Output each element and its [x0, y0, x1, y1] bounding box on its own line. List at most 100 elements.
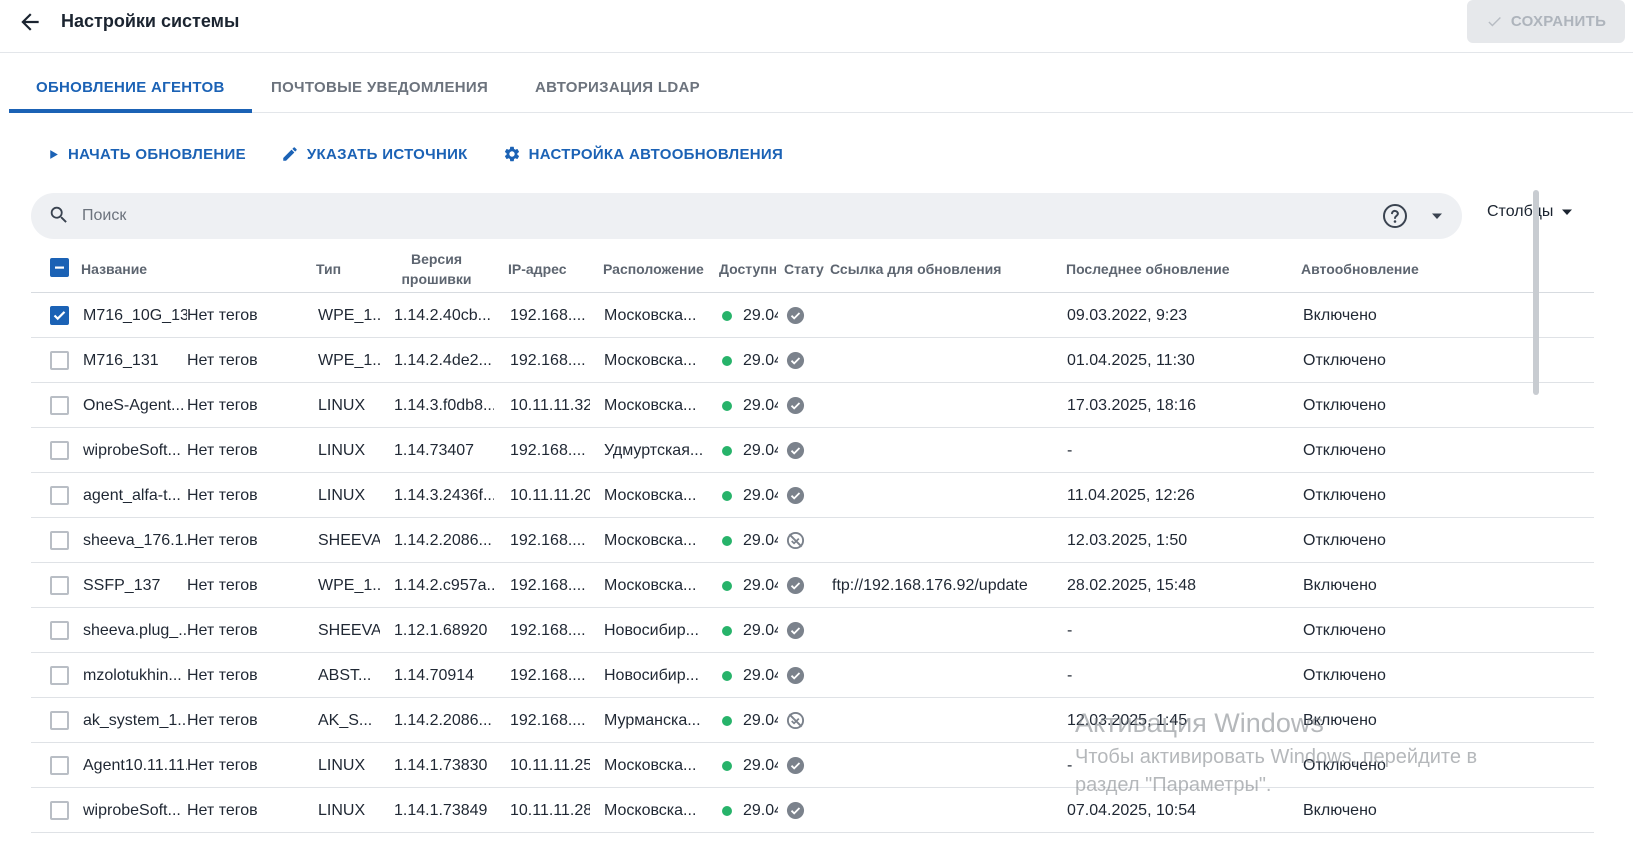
gear-icon [504, 146, 519, 162]
cell-availability: 29.04 [722, 698, 778, 743]
save-button-label: СОХРАНИТЬ [1510, 13, 1607, 30]
cell-type: SHEEVA [318, 531, 380, 549]
row-checkbox[interactable] [50, 621, 69, 640]
row-checkbox[interactable] [50, 306, 69, 325]
header-location[interactable]: Расположение [603, 261, 704, 277]
cell-status [786, 473, 826, 518]
cell-tags: Нет тегов [187, 666, 258, 684]
cell-ip: 192.168.... [510, 576, 586, 594]
header-name[interactable]: Название [81, 261, 148, 277]
availability-date: 29.04 [743, 441, 778, 459]
table-row[interactable]: SSFP_137 Нет тегов WPE_1... 1.14.2.c957a...… [31, 563, 1594, 608]
check-circle-icon [786, 666, 805, 685]
columns-dropdown[interactable]: Столбцы [1487, 203, 1573, 221]
row-checkbox[interactable] [50, 801, 69, 820]
tab-agent-update[interactable]: ОБНОВЛЕНИЕ АГЕНТОВ [9, 62, 252, 113]
cell-location: Московска... [604, 486, 697, 504]
cell-last-update: 07.04.2025, 10:54 [1067, 801, 1197, 819]
cell-status [786, 338, 826, 383]
cell-update-link [832, 788, 1052, 833]
header-status[interactable]: Статус [784, 261, 824, 277]
table-row[interactable]: M716_131 Нет тегов WPE_1... 1.14.2.4de2... 1… [31, 338, 1594, 383]
cell-auto-update: Отключено [1303, 396, 1386, 414]
cell-tags: Нет тегов [187, 801, 258, 819]
sync-disabled-icon [786, 531, 805, 550]
header-type[interactable]: Тип [316, 261, 342, 277]
cell-firmware: 1.14.1.73830 [394, 756, 488, 774]
availability-dot [722, 580, 732, 591]
header-last-update[interactable]: Последнее обновление [1066, 261, 1230, 277]
availability-dot [722, 445, 732, 456]
columns-label: Столбцы [1487, 203, 1554, 220]
cell-name: sheeva.plug_... [83, 621, 187, 639]
row-checkbox[interactable] [50, 756, 69, 775]
cell-tags: Нет тегов [187, 576, 258, 594]
cell-auto-update: Отключено [1303, 621, 1386, 639]
tab-ldap-auth[interactable]: АВТОРИЗАЦИЯ LDAP [535, 78, 700, 96]
cell-last-update: 12.03.2025, 1:45 [1067, 711, 1188, 729]
cell-status [786, 608, 826, 653]
cell-availability: 29.04 [722, 383, 778, 428]
row-checkbox[interactable] [50, 531, 69, 550]
table-body: M716_10G_133 Нет тегов WPE_1... 1.14.2.40cb… [31, 293, 1594, 833]
header-availability[interactable]: Доступность [719, 261, 776, 277]
cell-type: LINUX [318, 801, 366, 819]
tab-mail-notifications[interactable]: ПОЧТОВЫЕ УВЕДОМЛЕНИЯ [271, 78, 489, 96]
table-row[interactable]: agent_alfa-t... Нет тегов LINUX 1.14.3.2436… [31, 473, 1594, 518]
availability-dot [722, 535, 732, 546]
sync-disabled-icon [786, 711, 805, 730]
question-circle-icon[interactable] [1382, 203, 1408, 229]
cell-location: Московска... [604, 396, 697, 414]
table-row[interactable]: Agent10.11.11... Нет тегов LINUX 1.14.1.738… [31, 743, 1594, 788]
cell-tags: Нет тегов [187, 441, 258, 459]
chevron-down-icon[interactable] [1429, 208, 1445, 224]
cell-status [786, 518, 826, 563]
header-ip[interactable]: IP-адрес [508, 261, 567, 277]
table-row[interactable]: ak_system_1... Нет тегов AK_S... 1.14.2.208… [31, 698, 1594, 743]
cell-availability: 29.04 [722, 338, 778, 383]
search-input[interactable] [82, 203, 1282, 229]
vertical-scrollbar[interactable] [1533, 190, 1539, 395]
table-row[interactable]: sheeva.plug_... Нет тегов SHEEVA 1.12.1.689… [31, 608, 1594, 653]
cell-update-link [832, 383, 1052, 428]
row-checkbox[interactable] [50, 576, 69, 595]
table-row[interactable]: mzolotukhin... Нет тегов ABST... 1.14.70914… [31, 653, 1594, 698]
header-update-link[interactable]: Ссылка для обновления [830, 261, 1002, 277]
cell-name: M716_10G_133 [83, 306, 187, 324]
cell-update-link [832, 338, 1052, 383]
table-row[interactable]: wiprobeSoft... Нет тегов LINUX 1.14.73407 19… [31, 428, 1594, 473]
table-row[interactable]: M716_10G_133 Нет тегов WPE_1... 1.14.2.40cb… [31, 293, 1594, 338]
check-icon [53, 311, 66, 321]
row-checkbox[interactable] [50, 351, 69, 370]
back-arrow-icon[interactable] [17, 9, 43, 35]
table-row[interactable]: wiprobeSoft... Нет тегов LINUX 1.14.1.73849… [31, 788, 1594, 833]
cell-status [786, 563, 826, 608]
action-toolbar: НАЧАТЬ ОБНОВЛЕНИЕ УКАЗАТЬ ИСТОЧНИК НАСТР… [47, 140, 818, 168]
chevron-down-icon [1562, 209, 1573, 215]
row-checkbox[interactable] [50, 711, 69, 730]
table-row[interactable]: sheeva_176.1... Нет тегов SHEEVA 1.14.2.208… [31, 518, 1594, 563]
cell-update-link [832, 608, 1052, 653]
set-source-button[interactable]: УКАЗАТЬ ИСТОЧНИК [281, 145, 468, 163]
row-checkbox[interactable] [50, 441, 69, 460]
cell-name: wiprobeSoft... [83, 441, 181, 459]
cell-ip: 10.11.11.28 [510, 801, 590, 819]
select-all-checkbox[interactable] [50, 258, 69, 277]
auto-update-settings-button[interactable]: НАСТРОЙКА АВТООБНОВЛЕНИЯ [503, 145, 783, 163]
row-checkbox[interactable] [50, 396, 69, 415]
save-button[interactable]: СОХРАНИТЬ [1467, 0, 1625, 43]
table-row[interactable]: OneS-Agent... Нет тегов LINUX 1.14.3.f0db8.… [31, 383, 1594, 428]
header-auto-update[interactable]: Автообновление [1301, 261, 1419, 277]
cell-availability: 29.04 [722, 743, 778, 788]
cell-firmware: 1.14.1.73849 [394, 801, 488, 819]
cell-availability: 29.04 [722, 518, 778, 563]
row-checkbox[interactable] [50, 666, 69, 685]
row-checkbox[interactable] [50, 486, 69, 505]
cell-availability: 29.04 [722, 563, 778, 608]
cell-last-update: 09.03.2022, 9:23 [1067, 306, 1188, 324]
check-circle-icon [786, 621, 805, 640]
start-update-button[interactable]: НАЧАТЬ ОБНОВЛЕНИЕ [47, 146, 246, 163]
header-firmware[interactable]: Версия прошивки [401, 251, 472, 287]
cell-name: ak_system_1... [83, 711, 187, 729]
cell-status [786, 743, 826, 788]
